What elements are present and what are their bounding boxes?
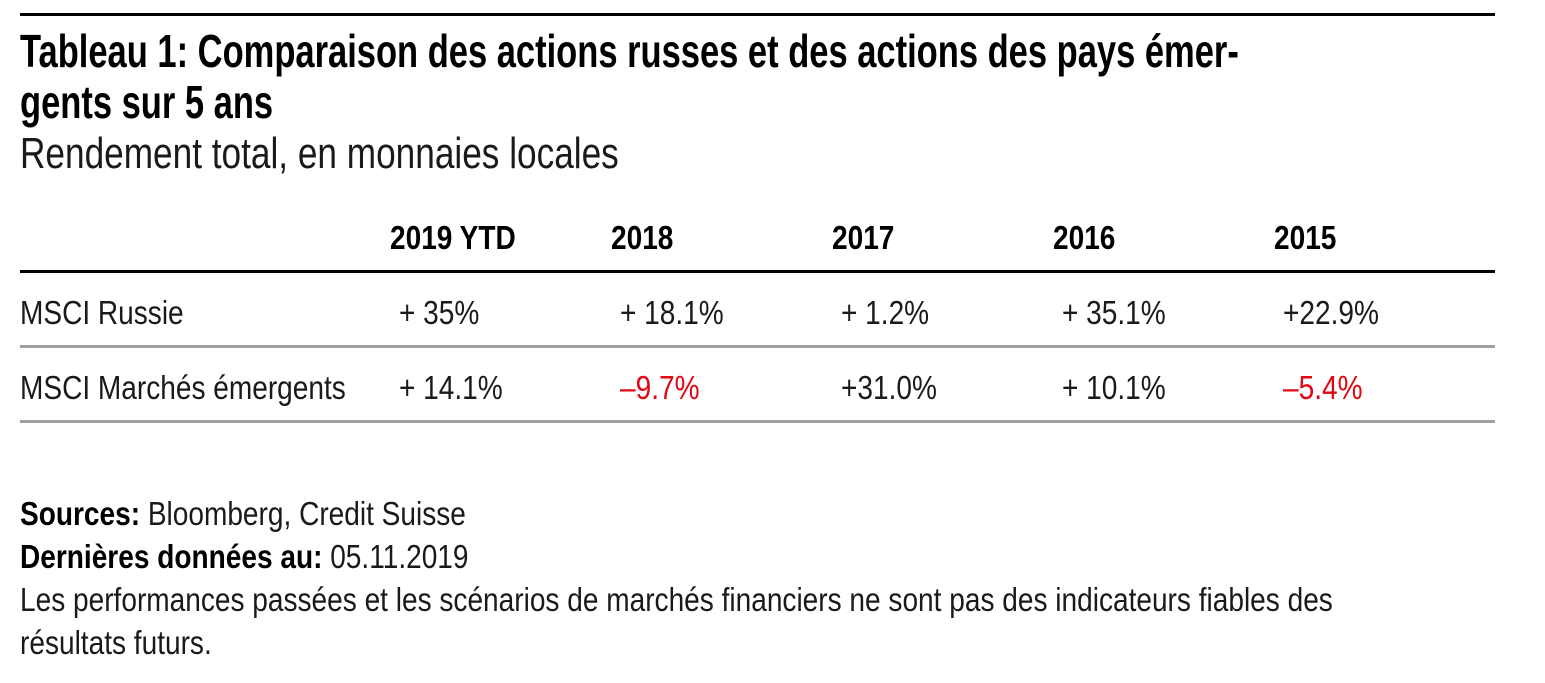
column-header-2016: 2016 <box>1053 196 1274 273</box>
value-cell: + 1.2% <box>832 271 1053 348</box>
last-data-line: Dernières données au: 05.11.2019 <box>20 535 1545 578</box>
row-label: MSCI Marchés émergents <box>20 346 390 423</box>
value-cell: +22.9% <box>1274 271 1495 348</box>
table-header-row: 2019 YTD 2018 2017 2016 2015 <box>20 196 1495 273</box>
sources-value: Bloomberg, Credit Suisse <box>140 495 466 532</box>
footer: Sources: Bloomberg, Credit Suisse Derniè… <box>20 492 1545 664</box>
value-cell: + 35% <box>390 271 611 348</box>
value-cell: + 10.1% <box>1053 346 1274 423</box>
top-rule <box>20 13 1495 16</box>
sources-line: Sources: Bloomberg, Credit Suisse <box>20 492 1545 535</box>
table-title-line2: gents sur 5 ans <box>20 76 274 128</box>
column-header-2017: 2017 <box>832 196 1053 273</box>
sources-label: Sources: <box>20 495 141 532</box>
value-cell-negative: –9.7% <box>611 346 832 423</box>
table-row-msci-russie: MSCI Russie + 35% + 18.1% + 1.2% + 35.1%… <box>20 271 1495 348</box>
performance-table: 2019 YTD 2018 2017 2016 2015 MSCI Russie… <box>20 196 1495 423</box>
row-label: MSCI Russie <box>20 271 390 348</box>
disclaimer-line2: résultats futurs. <box>20 624 212 661</box>
table-subtitle: Rendement total, en monnaies locales <box>20 129 619 178</box>
last-data-value: 05.11.2019 <box>322 538 469 575</box>
value-cell: + 18.1% <box>611 271 832 348</box>
table-title-line1: Tableau 1: Comparaison des actions russe… <box>20 25 1239 77</box>
table-row-msci-marches-emergents: MSCI Marchés émergents + 14.1% –9.7% +31… <box>20 346 1495 423</box>
disclaimer-line1: Les performances passées et les scénario… <box>20 581 1333 618</box>
column-header-2019ytd: 2019 YTD <box>390 196 611 273</box>
column-header-empty <box>20 196 390 273</box>
last-data-label: Dernières données au: <box>20 538 323 575</box>
value-cell-negative: –5.4% <box>1274 346 1495 423</box>
value-cell: + 35.1% <box>1053 271 1274 348</box>
value-cell: +31.0% <box>832 346 1053 423</box>
column-header-2015: 2015 <box>1274 196 1495 273</box>
column-header-2018: 2018 <box>611 196 832 273</box>
value-cell: + 14.1% <box>390 346 611 423</box>
table-title: Tableau 1: Comparaison des actions russe… <box>20 26 1545 128</box>
